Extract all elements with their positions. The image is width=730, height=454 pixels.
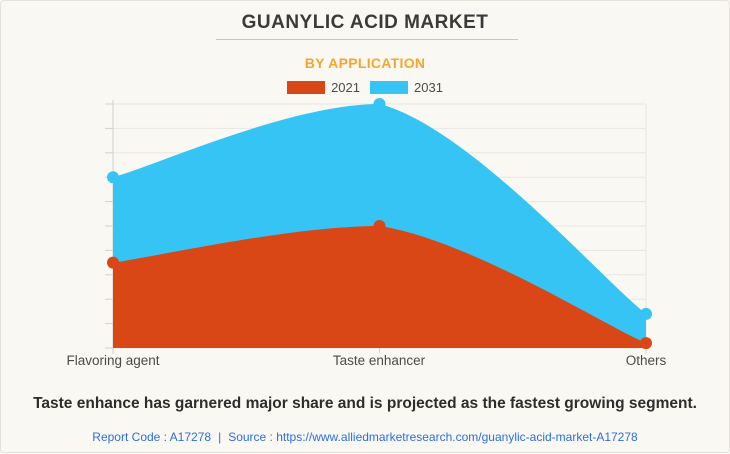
data-point-2031-flavoring-agent[interactable] xyxy=(107,171,119,184)
x-axis-label-taste-enhancer: Taste enhancer xyxy=(332,353,426,368)
page-title: GUANYLIC ACID MARKET xyxy=(241,12,489,33)
report-code-link[interactable]: Report Code : A17278 xyxy=(92,430,212,444)
legend-label-2021: 2021 xyxy=(331,80,360,95)
title-divider xyxy=(216,39,518,40)
chart-caption: Taste enhance has garnered major share a… xyxy=(33,395,697,412)
source-link[interactable]: Source : https://www.alliedmarketresearc… xyxy=(228,430,638,444)
separator: | xyxy=(218,430,222,444)
source-line: Report Code : A17278 | Source : https://ww… xyxy=(1,430,729,444)
series-area-2021 xyxy=(113,226,646,348)
chart-subtitle: BY APPLICATION xyxy=(304,55,426,71)
data-point-2021-taste-enhancer[interactable] xyxy=(373,220,386,232)
legend-swatch-2031 xyxy=(370,81,408,94)
chart-legend: 2021 2031 xyxy=(1,80,729,95)
x-axis-label-others: Others xyxy=(625,353,667,368)
data-point-2021-flavoring-agent[interactable] xyxy=(107,256,119,269)
legend-item-2031[interactable]: 2031 xyxy=(370,80,443,95)
legend-swatch-2021 xyxy=(287,81,326,94)
data-point-2031-taste-enhancer[interactable] xyxy=(373,98,386,110)
data-point-2021-others[interactable] xyxy=(640,337,652,350)
legend-label-2031: 2031 xyxy=(414,80,443,95)
data-point-2031-others[interactable] xyxy=(640,307,652,320)
x-axis-label-flavoring-agent: Flavoring agent xyxy=(66,353,160,368)
legend-item-2021[interactable]: 2021 xyxy=(287,80,360,95)
